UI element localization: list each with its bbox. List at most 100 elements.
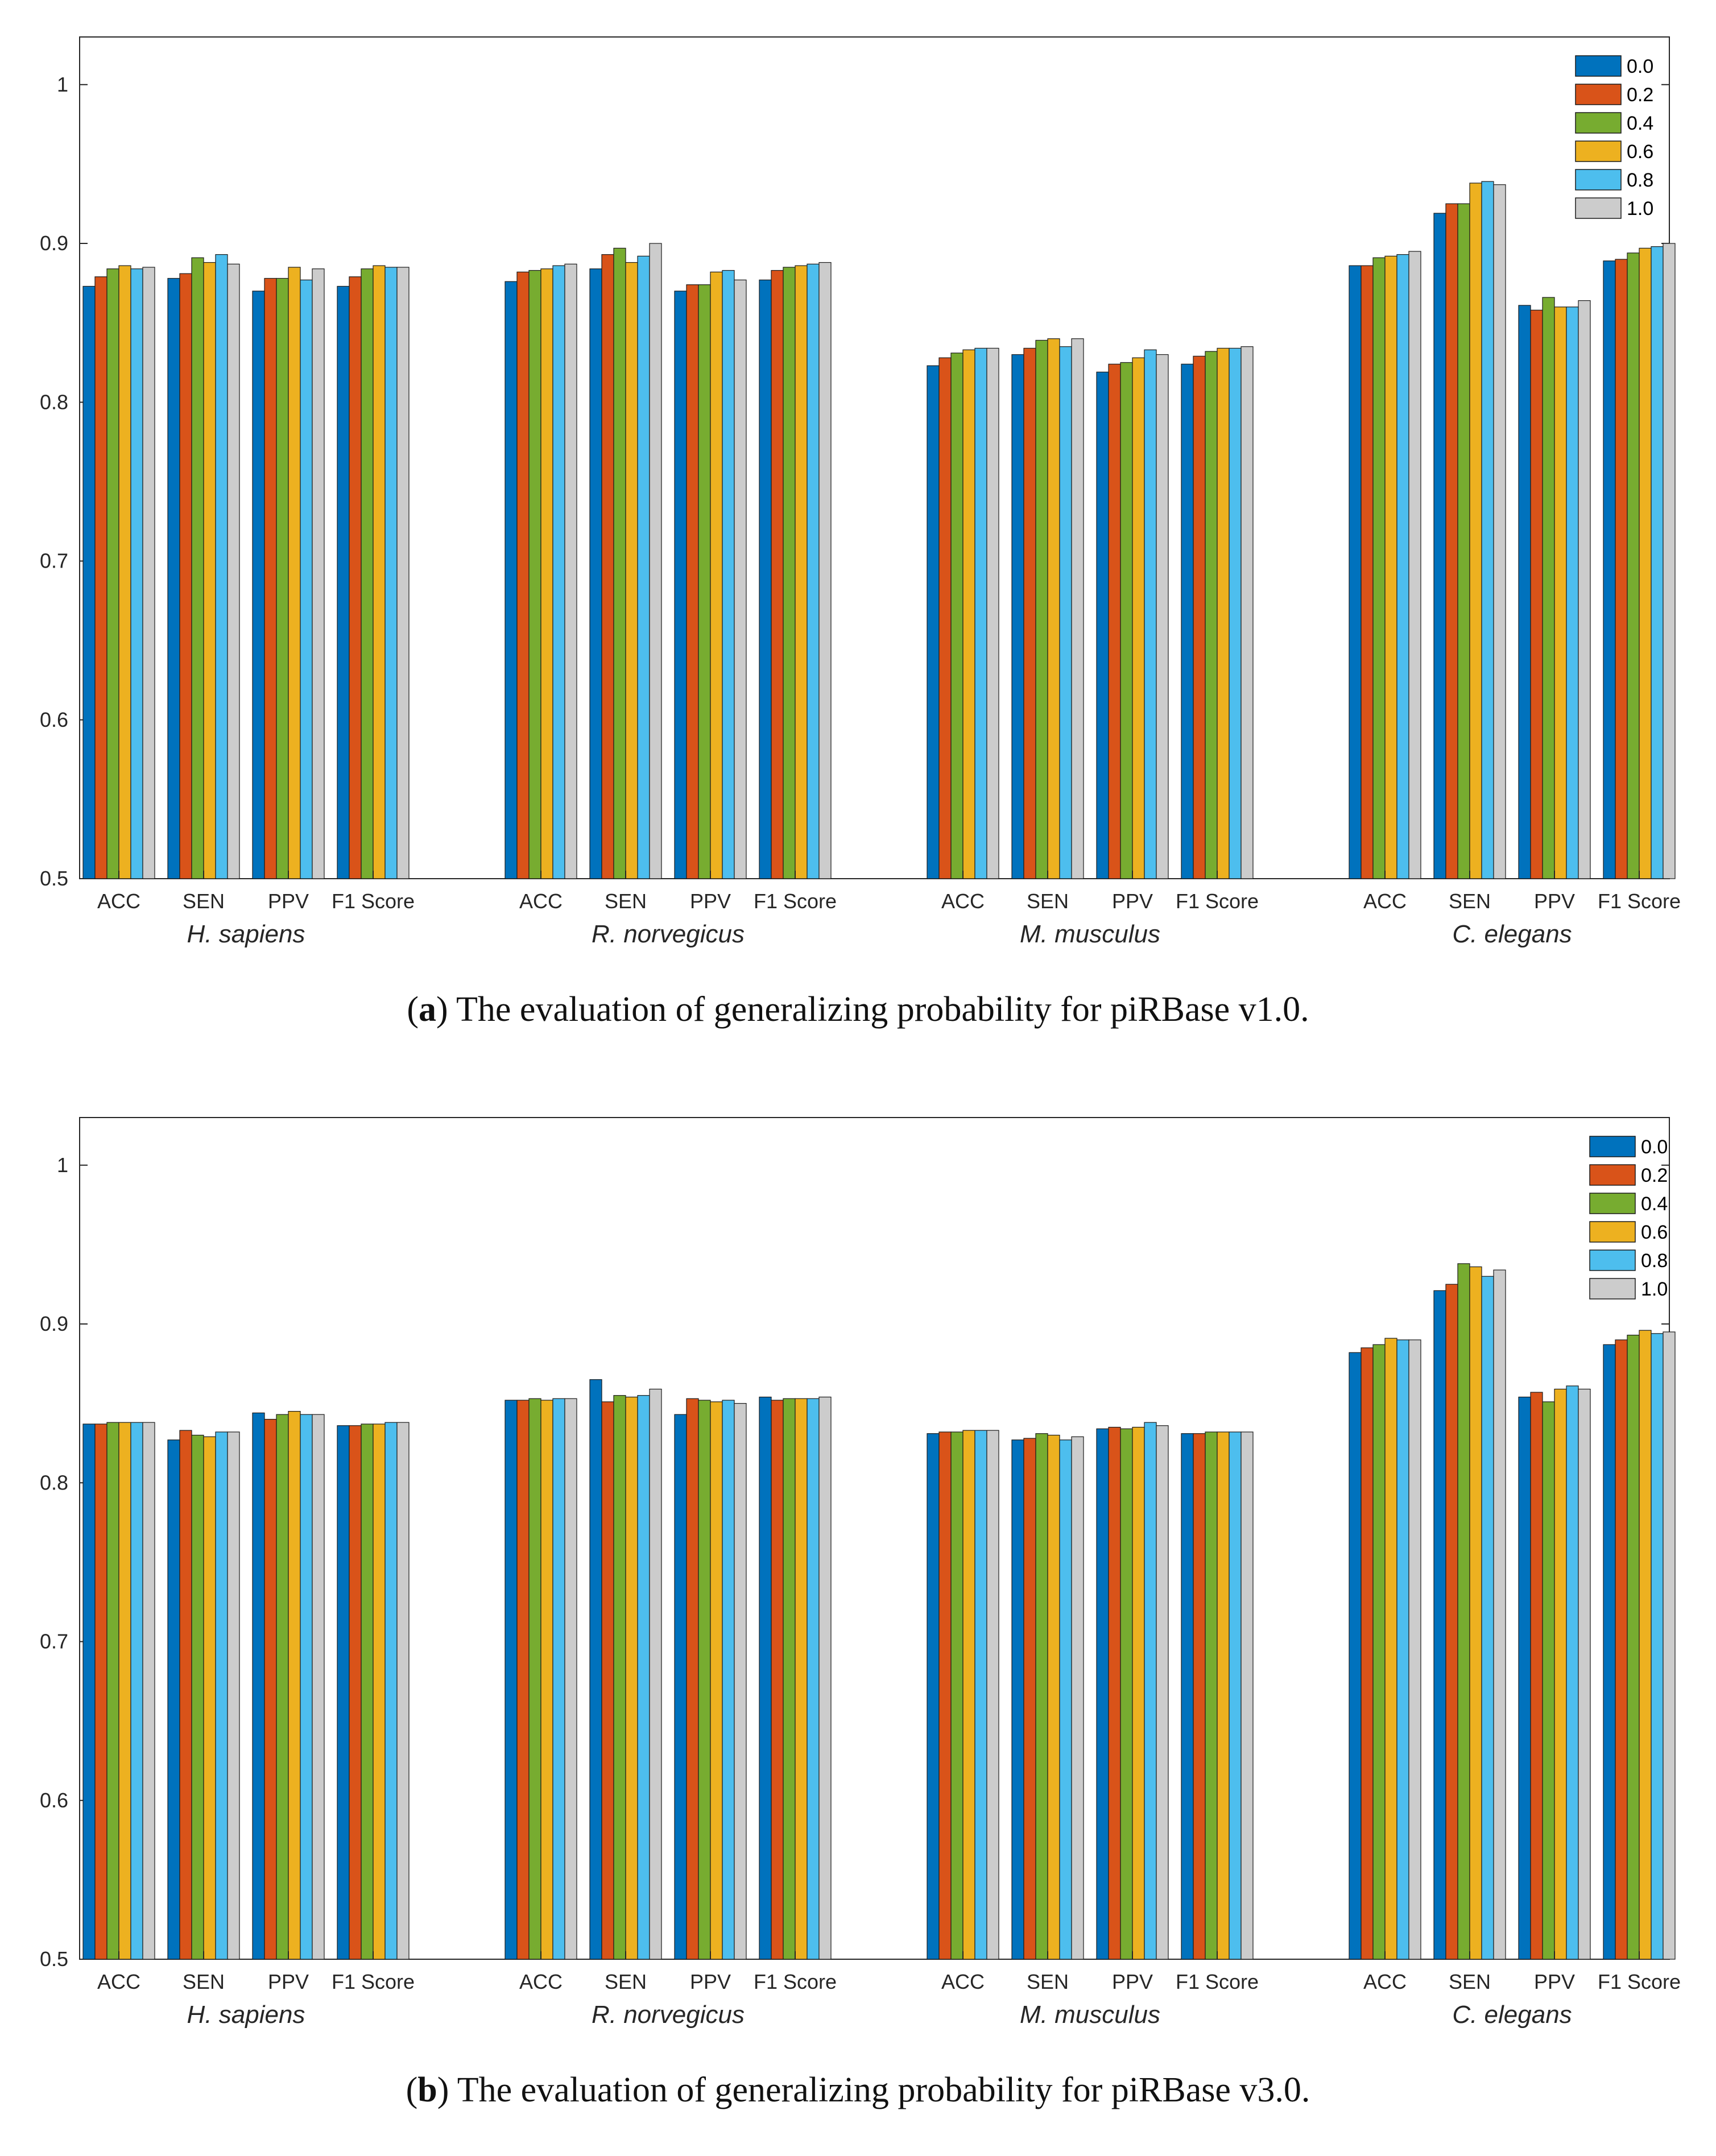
x-tick-label: PPV <box>1534 889 1575 913</box>
bar-celegans-ppv-1.0 <box>1578 1388 1591 1960</box>
y-tick-label: 0.8 <box>40 390 68 413</box>
bar-hsapiens-f1score-0.0 <box>337 1425 350 1960</box>
bar-mmusculus-acc-0.8 <box>974 347 987 879</box>
bar-mmusculus-f1score-0.4 <box>1205 351 1218 879</box>
bar-rnorvegicus-f1score-0.2 <box>771 270 784 879</box>
bar-hsapiens-f1score-0.8 <box>384 267 398 879</box>
bar-mmusculus-ppv-0.4 <box>1120 1428 1133 1960</box>
legend-label-0.4: 0.4 <box>1627 113 1653 134</box>
bar-rnorvegicus-acc-0.4 <box>528 1398 541 1960</box>
bar-mmusculus-acc-0.4 <box>950 1431 964 1960</box>
x-tick-label: PPV <box>1112 1970 1153 1993</box>
bar-celegans-acc-0.2 <box>1361 1347 1374 1960</box>
bar-rnorvegicus-f1score-1.0 <box>818 1396 832 1960</box>
bar-chart-a: 0.5 0.6 0.7 0.8 0.9 1 ACC SEN PPV F1 Score H. sapi… <box>40 36 1681 948</box>
bar-hsapiens-sen-0.6 <box>203 1436 216 1960</box>
bar-mmusculus-sen-0.6 <box>1047 1434 1060 1960</box>
bar-hsapiens-acc-0.4 <box>106 268 119 879</box>
bar-hsapiens-ppv-0.8 <box>300 1414 313 1960</box>
bar-mmusculus-f1score-0.0 <box>1181 1433 1194 1960</box>
bar-hsapiens-sen-0.6 <box>203 262 216 879</box>
x-tick-label: F1 Score <box>754 889 837 913</box>
bar-celegans-acc-1.0 <box>1408 251 1421 879</box>
bar-celegans-ppv-0.0 <box>1518 1396 1531 1960</box>
x-tick-label: SEN <box>605 1970 647 1993</box>
bar-mmusculus-sen-1.0 <box>1071 1436 1084 1960</box>
bar-celegans-ppv-0.2 <box>1530 1392 1543 1960</box>
y-tick-label: 0.6 <box>40 708 68 731</box>
bar-rnorvegicus-sen-0.0 <box>589 268 602 879</box>
x-tick-label: ACC <box>519 1970 563 1993</box>
bar-mmusculus-sen-0.2 <box>1023 1438 1036 1960</box>
bar-mmusculus-f1score-0.0 <box>1181 363 1194 879</box>
bar-mmusculus-sen-0.4 <box>1035 1433 1048 1960</box>
legend-swatch-0.6 <box>1575 140 1622 162</box>
y-tick-label: 0.7 <box>40 549 68 573</box>
y-tick-label: 0.9 <box>40 231 68 255</box>
bar-celegans-ppv-0.2 <box>1530 309 1543 879</box>
bar-hsapiens-acc-0.4 <box>106 1422 119 1960</box>
legend-label-0.2: 0.2 <box>1641 1165 1668 1186</box>
legend-swatch-0.8 <box>1589 1249 1636 1271</box>
bar-rnorvegicus-ppv-0.0 <box>674 291 687 879</box>
bar-celegans-ppv-0.6 <box>1554 1388 1567 1960</box>
bar-celegans-ppv-1.0 <box>1578 300 1591 879</box>
bar-mmusculus-ppv-0.2 <box>1108 1426 1121 1960</box>
bar-rnorvegicus-f1score-0.8 <box>807 1398 820 1960</box>
bar-celegans-f1score-0.4 <box>1627 1334 1640 1960</box>
bar-rnorvegicus-acc-0.8 <box>552 1398 565 1960</box>
legend-swatch-0.0 <box>1589 1136 1636 1157</box>
bar-rnorvegicus-ppv-0.6 <box>710 271 723 879</box>
bar-celegans-acc-0.6 <box>1384 255 1397 879</box>
bar-celegans-acc-0.0 <box>1349 1352 1362 1960</box>
bar-celegans-acc-0.8 <box>1396 254 1409 879</box>
legend-label-1.0: 1.0 <box>1627 198 1653 220</box>
bar-mmusculus-f1score-0.2 <box>1193 1433 1206 1960</box>
bar-hsapiens-ppv-0.6 <box>288 267 301 879</box>
bar-rnorvegicus-sen-0.2 <box>601 1401 614 1960</box>
bar-celegans-f1score-0.6 <box>1639 1330 1652 1960</box>
bar-hsapiens-ppv-0.4 <box>276 278 289 879</box>
bar-rnorvegicus-ppv-0.4 <box>698 1400 711 1960</box>
bar-celegans-sen-0.8 <box>1481 1276 1494 1960</box>
bar-celegans-sen-1.0 <box>1493 184 1506 879</box>
bar-celegans-sen-0.2 <box>1445 203 1458 879</box>
bar-hsapiens-f1score-0.2 <box>349 276 362 879</box>
bar-celegans-sen-0.8 <box>1481 181 1494 879</box>
bar-hsapiens-f1score-0.4 <box>361 1423 374 1960</box>
legend-swatch-0.8 <box>1575 169 1622 191</box>
x-tick-label: SEN <box>183 1970 225 1993</box>
bar-rnorvegicus-acc-0.2 <box>516 271 530 879</box>
bar-mmusculus-ppv-0.4 <box>1120 362 1133 879</box>
bar-mmusculus-ppv-0.0 <box>1096 1428 1109 1960</box>
bar-rnorvegicus-ppv-0.2 <box>686 1398 699 1960</box>
bar-rnorvegicus-f1score-0.4 <box>783 267 796 879</box>
bar-hsapiens-acc-0.0 <box>82 1423 96 1960</box>
bar-rnorvegicus-acc-0.0 <box>505 1400 518 1960</box>
legend-label-0.8: 0.8 <box>1627 169 1653 191</box>
bar-hsapiens-ppv-0.0 <box>252 291 265 879</box>
bar-hsapiens-sen-1.0 <box>227 263 240 879</box>
y-tick-label: 0.8 <box>40 1471 68 1494</box>
bar-hsapiens-sen-0.2 <box>179 273 192 879</box>
x-tick-label: ACC <box>1363 889 1407 913</box>
bar-celegans-ppv-0.4 <box>1542 297 1555 879</box>
bar-hsapiens-sen-0.4 <box>191 1434 204 1960</box>
bar-rnorvegicus-acc-0.6 <box>540 1400 553 1960</box>
chart-panel-a: 0.5 0.6 0.7 0.8 0.9 1 ACC SEN PPV F1 Score H. sapi… <box>0 0 1716 955</box>
caption-a-text: The evaluation of generalizing probabili… <box>456 990 1309 1029</box>
bar-hsapiens-ppv-0.8 <box>300 279 313 879</box>
bar-celegans-f1score-0.2 <box>1615 1339 1628 1960</box>
legend-swatch-0.4 <box>1589 1193 1636 1214</box>
legend-swatch-0.0 <box>1575 55 1622 77</box>
species-label: C. elegans <box>1452 920 1572 948</box>
bar-hsapiens-ppv-0.0 <box>252 1412 265 1960</box>
bar-celegans-ppv-0.4 <box>1542 1401 1555 1960</box>
legend-swatch-1.0 <box>1589 1278 1636 1300</box>
species-label: M. musculus <box>1020 920 1160 948</box>
caption-b: (b) The evaluation of generalizing proba… <box>406 2071 1310 2109</box>
bar-hsapiens-acc-0.2 <box>94 1423 107 1960</box>
legend-label-0.0: 0.0 <box>1627 56 1653 77</box>
bar-hsapiens-f1score-1.0 <box>396 267 410 879</box>
bar-hsapiens-sen-0.8 <box>215 1431 228 1960</box>
